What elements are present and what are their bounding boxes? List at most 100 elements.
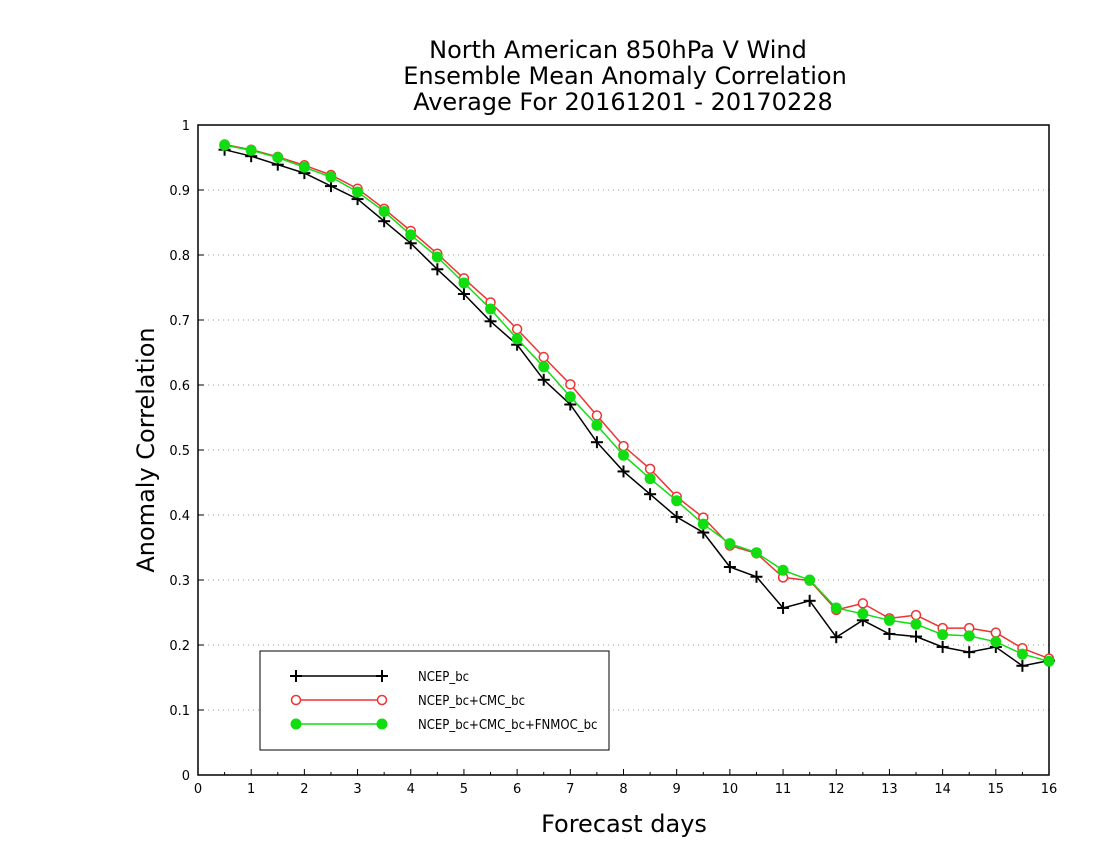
series-1-point-16 xyxy=(644,463,656,475)
series-1-point-15 xyxy=(618,440,629,452)
series-0-point-22 xyxy=(803,594,816,607)
series-2-point-21 xyxy=(777,564,789,576)
series-2-point-14 xyxy=(591,419,603,431)
chart-title-line-1: North American 850hPa V Wind xyxy=(429,36,807,64)
series-2-point-7 xyxy=(405,229,417,241)
chart-title: North American 850hPa V Wind Ensemble Me… xyxy=(403,36,847,116)
series-2-point-1 xyxy=(245,144,257,156)
series-2-point-18 xyxy=(697,518,709,530)
series-2-point-25 xyxy=(883,614,895,626)
x-tick-label-7: 7 xyxy=(566,782,574,797)
series-1-point-12 xyxy=(538,351,549,363)
series-1-point-13 xyxy=(565,379,576,390)
x-tick-label-2: 2 xyxy=(300,782,308,797)
legend-item-2: NCEP_bc+CMC_bc+FNMOC_bc xyxy=(290,718,597,733)
y-tick-label-0: 0 xyxy=(182,769,190,784)
series-2-point-12 xyxy=(538,361,550,373)
series-0-point-30 xyxy=(1016,659,1029,672)
series-0-point-14 xyxy=(590,436,603,449)
x-tick-label-9: 9 xyxy=(673,782,681,797)
x-tick-label-14: 14 xyxy=(934,782,951,797)
y-tick-label-6: 0.6 xyxy=(169,379,190,394)
x-tick-label-4: 4 xyxy=(407,782,415,797)
series-0-point-25 xyxy=(883,627,896,640)
x-tick-label-3: 3 xyxy=(353,782,361,797)
legend-marker-start-0 xyxy=(290,670,302,682)
series-2-point-20 xyxy=(750,547,762,559)
series-0-point-9 xyxy=(457,288,470,300)
x-tick-label-13: 13 xyxy=(881,782,898,797)
series-0-point-23 xyxy=(830,631,843,644)
legend-marker-start-2 xyxy=(290,718,302,730)
series-2-point-31 xyxy=(1043,655,1055,667)
series-0-point-16 xyxy=(644,488,657,501)
series-2-point-6 xyxy=(378,205,390,217)
series-2-point-26 xyxy=(910,618,922,630)
x-tick-label-0: 0 xyxy=(194,782,202,797)
x-tick-label-10: 10 xyxy=(722,782,739,797)
y-tick-label-1: 0.1 xyxy=(169,704,190,719)
x-axis: 0 1 2 3 4 5 6 7 8 9 10 11 12 13 14 15 16 xyxy=(194,769,1057,797)
series-2-point-16 xyxy=(644,473,656,485)
chart-title-line-3: Average For 20161201 - 20170228 xyxy=(413,88,833,116)
series-0-point-26 xyxy=(910,630,923,643)
legend-label-0: NCEP_bc xyxy=(418,670,469,685)
x-tick-label-15: 15 xyxy=(988,782,1005,797)
series-0-point-19 xyxy=(723,561,736,573)
x-tick-label-6: 6 xyxy=(513,782,521,797)
series-2-point-0 xyxy=(219,139,231,151)
chart-title-line-2: Ensemble Mean Anomaly Correlation xyxy=(403,62,847,90)
y-tick-label-3: 0.3 xyxy=(169,574,190,589)
series-2-point-11 xyxy=(511,333,523,345)
series-0-point-6 xyxy=(378,215,391,228)
series-0-point-15 xyxy=(617,465,630,478)
legend-marker-end-0 xyxy=(376,670,388,682)
legend-label-1: NCEP_bc+CMC_bc xyxy=(418,694,525,709)
x-tick-label-5: 5 xyxy=(460,782,468,797)
series-0-point-21 xyxy=(777,601,790,614)
y-tick-label-8: 0.8 xyxy=(169,249,190,264)
series-2-point-10 xyxy=(485,303,497,315)
y-tick-label-2: 0.2 xyxy=(169,639,190,654)
series-2 xyxy=(219,139,1055,667)
series-1-point-24 xyxy=(857,598,869,609)
series-2-point-27 xyxy=(937,629,949,641)
series-2-point-19 xyxy=(724,538,736,550)
legend-item-0: NCEP_bc xyxy=(290,670,469,685)
legend-marker-start-1 xyxy=(290,694,302,706)
series-2-point-4 xyxy=(325,171,337,183)
series-2-point-8 xyxy=(431,251,443,263)
series-2-point-17 xyxy=(671,495,683,507)
series-2-point-28 xyxy=(963,630,975,642)
series-2-point-23 xyxy=(830,602,842,614)
y-tick-label-7: 0.7 xyxy=(169,314,190,329)
y-tick-label-4: 0.4 xyxy=(169,509,190,524)
x-tick-label-8: 8 xyxy=(619,782,627,797)
series-2-point-24 xyxy=(857,608,869,620)
series-1-point-26 xyxy=(910,609,922,621)
y-tick-label-10: 1 xyxy=(182,119,190,134)
legend-marker-end-2 xyxy=(376,718,388,730)
x-tick-label-11: 11 xyxy=(775,782,792,797)
series-2-point-22 xyxy=(804,574,816,586)
series-1-point-14 xyxy=(591,410,603,421)
series-1-point-29 xyxy=(990,627,1002,638)
series-0 xyxy=(218,143,1055,672)
x-tick-label-16: 16 xyxy=(1041,782,1058,797)
series-0-point-20 xyxy=(750,570,763,583)
y-axis: 0 0.1 0.2 0.3 0.4 0.5 0.6 0.7 0.8 0.9 1 xyxy=(169,119,204,784)
series-0-point-12 xyxy=(537,373,550,386)
y-tick-label-9: 0.9 xyxy=(169,184,190,199)
y-tick-label-5: 0.5 xyxy=(169,444,190,459)
series-layer xyxy=(218,139,1055,672)
series-line-1 xyxy=(224,143,1050,660)
series-2-point-29 xyxy=(990,636,1002,648)
series-0-point-27 xyxy=(936,640,949,653)
series-1 xyxy=(219,139,1055,664)
x-tick-label-1: 1 xyxy=(247,782,255,797)
series-0-point-28 xyxy=(963,646,976,659)
series-0-point-10 xyxy=(484,315,497,328)
series-2-point-30 xyxy=(1016,648,1028,660)
series-2-point-13 xyxy=(564,391,576,403)
